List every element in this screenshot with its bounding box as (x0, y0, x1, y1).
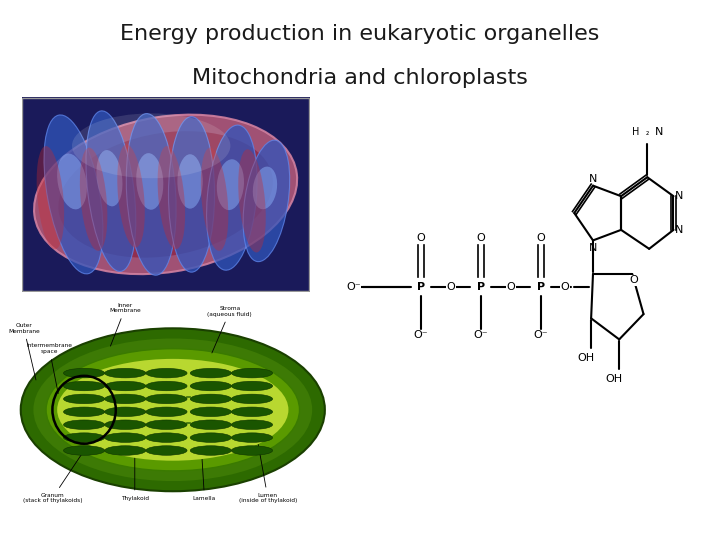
Ellipse shape (63, 407, 104, 416)
Ellipse shape (63, 368, 104, 378)
Ellipse shape (96, 150, 122, 206)
Text: OH: OH (605, 374, 622, 384)
Ellipse shape (231, 381, 273, 391)
Text: O⁻: O⁻ (473, 330, 488, 340)
Ellipse shape (80, 147, 107, 251)
Ellipse shape (177, 154, 203, 208)
Ellipse shape (57, 153, 87, 210)
Text: Outer
Membrane: Outer Membrane (8, 323, 40, 380)
Text: Thylakoid: Thylakoid (121, 440, 149, 501)
Ellipse shape (104, 420, 146, 429)
Ellipse shape (146, 381, 187, 391)
Ellipse shape (37, 146, 64, 249)
Text: O⁻: O⁻ (346, 282, 361, 292)
Ellipse shape (231, 433, 273, 442)
Ellipse shape (231, 420, 273, 429)
Ellipse shape (190, 446, 231, 455)
Ellipse shape (201, 147, 228, 251)
Text: O: O (536, 233, 545, 244)
Ellipse shape (231, 446, 273, 455)
Ellipse shape (168, 117, 215, 272)
Text: P: P (417, 282, 425, 292)
Ellipse shape (33, 339, 312, 481)
Ellipse shape (34, 114, 297, 274)
Ellipse shape (104, 446, 146, 455)
Text: Lumen
(inside of thylakoid): Lumen (inside of thylakoid) (238, 413, 297, 503)
Ellipse shape (190, 420, 231, 429)
Text: Energy production in eukaryotic organelles: Energy production in eukaryotic organell… (120, 24, 600, 44)
Text: Intermembrane
space: Intermembrane space (26, 343, 72, 394)
Text: N: N (589, 173, 597, 184)
Ellipse shape (57, 359, 289, 461)
Ellipse shape (46, 349, 300, 471)
Ellipse shape (104, 394, 146, 404)
Ellipse shape (243, 140, 289, 262)
Ellipse shape (63, 446, 104, 455)
Text: N: N (589, 242, 597, 253)
Ellipse shape (238, 149, 266, 253)
Ellipse shape (72, 113, 230, 178)
Ellipse shape (63, 420, 104, 429)
Text: OH: OH (577, 353, 594, 363)
Text: O: O (506, 282, 515, 292)
Text: O: O (416, 233, 425, 244)
Text: N: N (675, 225, 684, 235)
Text: N: N (675, 191, 684, 201)
Ellipse shape (44, 115, 103, 274)
Ellipse shape (104, 368, 146, 378)
Text: O: O (561, 282, 570, 292)
Ellipse shape (117, 144, 145, 248)
Ellipse shape (190, 394, 231, 404)
Text: ₂: ₂ (645, 128, 649, 137)
Ellipse shape (146, 446, 187, 455)
Ellipse shape (63, 394, 104, 404)
Ellipse shape (104, 407, 146, 416)
Text: O: O (630, 275, 639, 286)
Ellipse shape (207, 125, 257, 270)
Text: Lamella: Lamella (193, 399, 216, 501)
Ellipse shape (231, 407, 273, 416)
Ellipse shape (63, 433, 104, 442)
Ellipse shape (231, 368, 273, 378)
Ellipse shape (146, 394, 187, 404)
Ellipse shape (126, 113, 176, 275)
Ellipse shape (217, 159, 244, 210)
Ellipse shape (190, 407, 231, 416)
Ellipse shape (190, 381, 231, 391)
Ellipse shape (58, 131, 273, 258)
Text: Inner
Membrane: Inner Membrane (109, 302, 141, 346)
Text: Granum
(stack of thylakoids): Granum (stack of thylakoids) (22, 453, 83, 503)
Ellipse shape (63, 381, 104, 391)
Ellipse shape (86, 111, 136, 272)
Text: H: H (632, 127, 640, 137)
Ellipse shape (190, 368, 231, 378)
Text: O: O (477, 233, 485, 244)
Ellipse shape (146, 433, 187, 442)
Ellipse shape (104, 381, 146, 391)
Ellipse shape (158, 146, 185, 249)
Text: P: P (536, 282, 544, 292)
Ellipse shape (104, 433, 146, 442)
Ellipse shape (136, 153, 163, 210)
Text: Stroma
(aqueous fluid): Stroma (aqueous fluid) (207, 306, 252, 353)
Text: O⁻: O⁻ (534, 330, 548, 340)
Text: Mitochondria and chloroplasts: Mitochondria and chloroplasts (192, 68, 528, 88)
Ellipse shape (146, 368, 187, 378)
Text: N: N (654, 127, 663, 137)
Text: O⁻: O⁻ (413, 330, 428, 340)
Ellipse shape (190, 433, 231, 442)
Text: P: P (477, 282, 485, 292)
Ellipse shape (231, 394, 273, 404)
Text: O: O (446, 282, 455, 292)
Ellipse shape (21, 328, 325, 491)
Ellipse shape (146, 420, 187, 429)
Ellipse shape (146, 407, 187, 416)
Ellipse shape (253, 166, 277, 210)
